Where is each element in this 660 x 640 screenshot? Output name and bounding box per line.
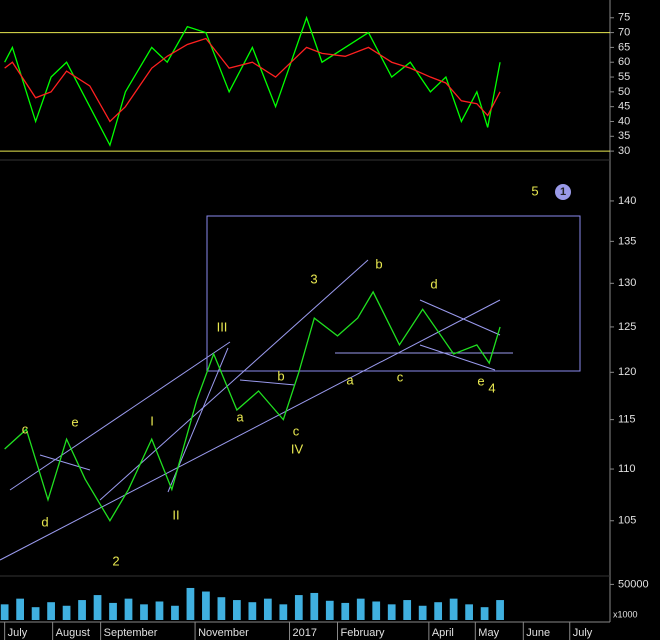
volume-bar (233, 600, 241, 620)
wave-label: 2 (112, 553, 119, 568)
volume-bar (109, 602, 117, 620)
x-tick-label: May (478, 627, 499, 639)
volume-bar (310, 592, 319, 620)
volume-bar (387, 604, 396, 620)
y-tick-label: 140 (618, 195, 636, 207)
y-tick-label: 55 (618, 71, 630, 83)
volume-bar (47, 602, 55, 620)
wave-icon-label: 1 (560, 186, 566, 198)
y-tick-label: 135 (618, 235, 636, 247)
wave-label: a (236, 409, 244, 424)
x-tick-label: November (198, 627, 249, 639)
y-tick-label: 105 (618, 515, 636, 527)
wave-label: I (150, 413, 154, 428)
x-tick-label: February (341, 627, 386, 639)
wave-label: c (397, 369, 404, 384)
y-tick-label: 30 (618, 145, 630, 157)
volume-bar (418, 605, 427, 620)
wave-label: 4 (488, 380, 495, 395)
y-tick-label: 110 (618, 463, 636, 475)
y-tick-label: 70 (618, 26, 630, 38)
volume-bar (217, 597, 226, 620)
x-tick-label: August (56, 627, 90, 639)
y-tick-label: 65 (618, 41, 630, 53)
wave-label: 5 (531, 183, 538, 198)
trend-lines (0, 259, 513, 561)
volume-bar (31, 607, 40, 620)
wave-label: III (217, 319, 228, 334)
y-tick-label: 45 (618, 101, 630, 113)
volume-bar (403, 600, 412, 620)
volume-bar (171, 605, 179, 620)
y-tick-label: 40 (618, 115, 630, 127)
wave-label: 3 (310, 271, 317, 286)
volume-bar (78, 600, 86, 620)
x-tick-label: June (526, 627, 550, 639)
x-tick-label: 2017 (293, 627, 317, 639)
volume-bar (248, 602, 257, 620)
range-box (206, 215, 581, 372)
wave-icon (555, 184, 571, 200)
wave-label: d (41, 514, 48, 529)
volume-bar (480, 607, 489, 620)
y-tick-label: 75 (618, 12, 630, 24)
y-tick-label: 60 (618, 56, 630, 68)
volume-bar (62, 605, 71, 620)
volume-bar (294, 595, 303, 620)
wave-label: c (22, 421, 29, 436)
y-tick-label: 130 (618, 277, 636, 289)
volume-bar (140, 604, 148, 620)
volume-bar (465, 604, 473, 620)
y-tick-label: 115 (618, 414, 636, 426)
volume-bar (449, 598, 458, 620)
volume-bar (186, 587, 195, 620)
volume-bar (16, 598, 24, 620)
volume-bar (93, 595, 102, 620)
y-tick-label: 120 (618, 366, 636, 378)
x-tick-label: July (573, 627, 593, 639)
volume-bar (124, 598, 133, 620)
volume-bar (356, 598, 365, 620)
x-tick-label: September (104, 627, 158, 639)
wave-label: IV (291, 441, 304, 456)
volume-bar (155, 601, 164, 620)
wave-label: a (346, 372, 354, 387)
unit-label: x1000 (613, 609, 638, 619)
series-line (4, 15, 501, 147)
wave-label: b (375, 256, 382, 271)
y-tick-label: 125 (618, 321, 636, 333)
volume-bar (372, 601, 381, 620)
volume-bar (202, 591, 210, 620)
wave-label: d (430, 276, 437, 291)
wave-label: e (71, 414, 78, 429)
series-line (4, 290, 501, 523)
wave-label: c (293, 423, 300, 438)
y-tick-label: 35 (618, 130, 630, 142)
x-tick-label: July (8, 627, 28, 639)
x-tick-label: April (432, 627, 454, 639)
volume-bar (325, 600, 334, 620)
wave-label: e (477, 373, 484, 388)
series-line (4, 37, 501, 123)
volume-bar (434, 602, 443, 620)
volume-bar (341, 602, 350, 620)
volume-bar (0, 604, 9, 620)
y-tick-label: 50 (618, 86, 630, 98)
y-tick-label: 50000 (618, 578, 649, 590)
wave-label: II (172, 507, 179, 522)
wave-label: b (277, 368, 284, 383)
volume-bar (263, 598, 272, 620)
volume-bar (496, 600, 504, 620)
volume-bar (279, 604, 288, 620)
